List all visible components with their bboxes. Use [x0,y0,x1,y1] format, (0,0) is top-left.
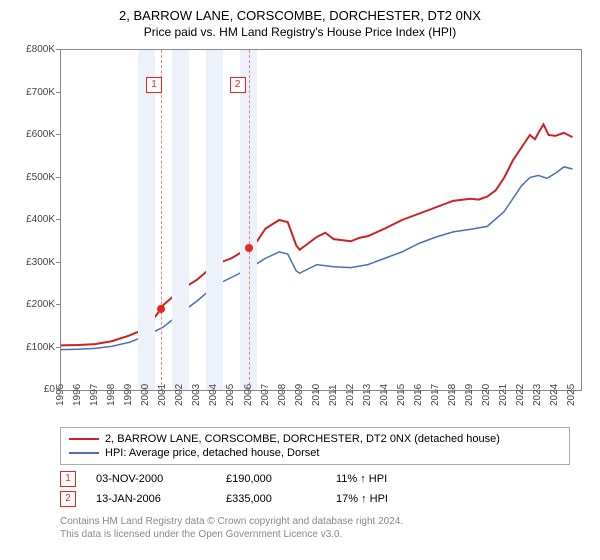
footer-line2: This data is licensed under the Open Gov… [60,528,570,541]
event-dot [157,305,165,313]
x-axis-label: 2024 [549,384,560,406]
plot-area: 12 [60,49,582,391]
data-pct: 11% ↑ HPI [336,473,387,485]
titles: 2, BARROW LANE, CORSCOMBE, DORCHESTER, D… [0,0,600,39]
legend-row: HPI: Average price, detached house, Dors… [69,446,561,460]
data-price: £335,000 [226,493,316,505]
x-axis-label: 1995 [55,384,66,406]
x-axis-label: 2003 [191,384,202,406]
x-axis-label: 2000 [140,384,151,406]
shaded-band [206,50,223,390]
data-row: 1 03-NOV-2000 £190,000 11% ↑ HPI [60,469,570,489]
shaded-band [172,50,189,390]
data-marker: 1 [60,471,76,487]
y-axis-label: £600K [15,129,55,140]
x-axis-label: 2017 [430,384,441,406]
x-axis-label: 1996 [72,384,83,406]
x-axis-label: 2005 [225,384,236,406]
legend-label: 2, BARROW LANE, CORSCOMBE, DORCHESTER, D… [105,433,500,445]
x-axis-label: 2013 [362,384,373,406]
event-dot [245,244,253,252]
x-axis-label: 2018 [447,384,458,406]
y-axis-label: £200K [15,299,55,310]
x-axis-label: 2002 [174,384,185,406]
x-axis-label: 2020 [481,384,492,406]
x-axis-label: 2010 [311,384,322,406]
x-axis-label: 1999 [123,384,134,406]
x-axis-label: 2019 [464,384,475,406]
x-axis-label: 2012 [345,384,356,406]
data-marker: 2 [60,491,76,507]
x-axis-label: 2015 [396,384,407,406]
y-axis-label: £100K [15,342,55,353]
footer-line1: Contains HM Land Registry data © Crown c… [60,515,570,528]
x-axis-label: 2021 [498,384,509,406]
x-axis-label: 2025 [566,384,577,406]
x-axis-label: 1998 [106,384,117,406]
legend-row: 2, BARROW LANE, CORSCOMBE, DORCHESTER, D… [69,432,561,446]
x-axis-label: 2022 [515,384,526,406]
x-axis-label: 2023 [532,384,543,406]
data-points: 1 03-NOV-2000 £190,000 11% ↑ HPI 2 13-JAN-200… [60,469,570,509]
data-pct: 17% ↑ HPI [336,493,388,505]
title-subtitle: Price paid vs. HM Land Registry's House … [0,25,600,39]
title-address: 2, BARROW LANE, CORSCOMBE, DORCHESTER, D… [0,8,600,23]
x-axis-label: 2009 [294,384,305,406]
y-axis-label: £300K [15,257,55,268]
y-axis-label: £400K [15,214,55,225]
chart-area: £0 £100K £200K £300K £400K £500K £600K £700K £80… [10,39,590,419]
x-axis-label: 2014 [379,384,390,406]
legend-swatch [69,438,99,440]
y-axis-label: £800K [15,44,55,55]
x-axis-label: 2016 [413,384,424,406]
marker-box: 1 [146,77,162,93]
x-axis-label: 1997 [89,384,100,406]
chart-container: 2, BARROW LANE, CORSCOMBE, DORCHESTER, D… [0,0,600,541]
y-axis-label: £500K [15,172,55,183]
y-axis-label: £700K [15,87,55,98]
x-axis-label: 2007 [260,384,271,406]
data-date: 03-NOV-2000 [96,473,206,485]
marker-box: 2 [230,77,246,93]
x-axis-label: 2011 [328,384,339,406]
shaded-band [138,50,155,390]
event-vline [249,50,250,390]
legend: 2, BARROW LANE, CORSCOMBE, DORCHESTER, D… [60,427,570,465]
data-row: 2 13-JAN-2006 £335,000 17% ↑ HPI [60,489,570,509]
x-axis-label: 2004 [208,384,219,406]
event-vline [161,50,162,390]
footer: Contains HM Land Registry data © Crown c… [60,515,570,541]
legend-swatch [69,452,99,454]
data-price: £190,000 [226,473,316,485]
y-axis-label: £0 [15,384,55,395]
x-axis-label: 2001 [157,384,168,406]
data-date: 13-JAN-2006 [96,493,206,505]
legend-label: HPI: Average price, detached house, Dors… [105,447,319,459]
x-axis-label: 2006 [243,384,254,406]
x-axis-label: 2008 [277,384,288,406]
